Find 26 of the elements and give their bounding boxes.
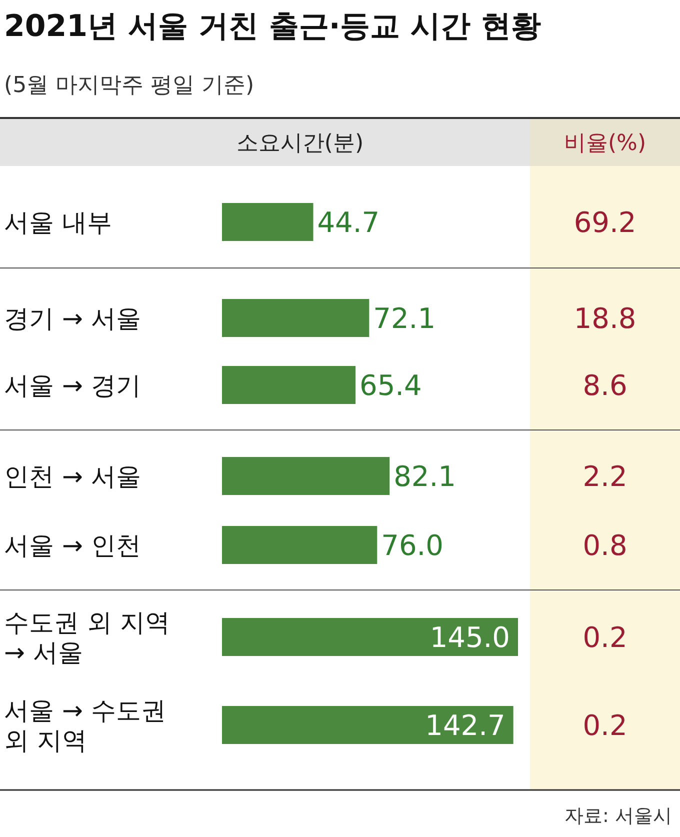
data-label: 44.7: [317, 206, 380, 239]
data-label: 69.2: [574, 206, 636, 239]
y-tick-label: 경기 → 서울: [4, 304, 141, 333]
data-label: 65.4: [360, 369, 422, 402]
data-label: 72.1: [373, 302, 436, 335]
data-label: 0.2: [582, 621, 628, 654]
y-tick-label: 서울 → 인천: [4, 531, 141, 560]
y-tick-label: 수도권 외 지역 → 서울: [4, 608, 170, 667]
y-tick-label: 서울 → 수도권 외 지역: [4, 696, 166, 755]
data-label: 0.2: [582, 709, 628, 742]
data-label: 145.0: [430, 621, 510, 654]
y-tick-label: 인천 → 서울: [4, 462, 141, 491]
data-label: 142.7: [425, 709, 506, 742]
x-axis-title: 소요시간(분): [236, 131, 364, 156]
chart-subtitle: (5월 마지막주 평일 기준): [4, 73, 254, 98]
data-label: 8.6: [582, 369, 628, 402]
data-label: 18.8: [574, 302, 636, 335]
text: 자료: 서울시: [564, 805, 672, 827]
data-label: 0.8: [582, 529, 628, 562]
y-tick-label: 서울 → 경기: [4, 371, 141, 400]
data-label: 82.1: [394, 460, 456, 493]
data-label: 76.0: [381, 529, 444, 562]
y-tick-label: 서울 내부: [4, 208, 112, 237]
data-label: 2.2: [582, 460, 628, 493]
text: 비율(%): [564, 131, 646, 156]
chart-title: 2021년 서울 거친 출근·등교 시간 현황: [4, 9, 542, 44]
